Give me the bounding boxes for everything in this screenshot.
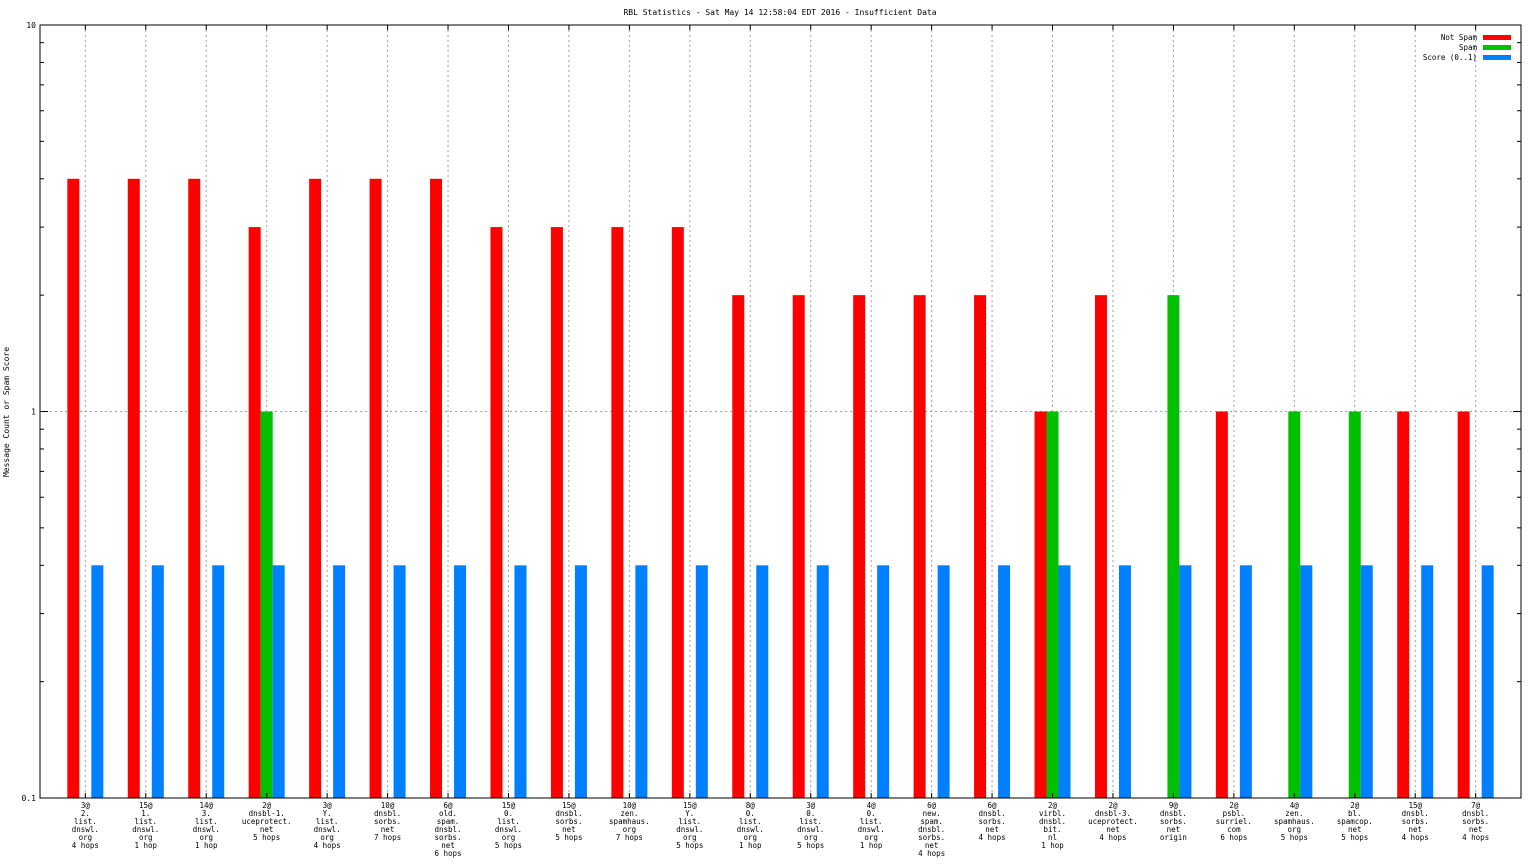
x-tick-label: 3@ 2. list. dnswl. org 4 hops (72, 801, 99, 850)
bar (260, 411, 273, 798)
chart-title: RBL Statistics - Sat May 14 12:58:04 EDT… (623, 8, 936, 17)
legend-label: Score (0..1) (1423, 53, 1477, 62)
y-tick-label: 10 (26, 21, 36, 30)
bar (574, 565, 587, 798)
bar (792, 295, 805, 798)
bar (756, 565, 769, 798)
bar (816, 565, 829, 798)
x-tick-label: 2@ dnsbl-1. uceprotect. net 5 hops (242, 801, 292, 842)
bar (853, 295, 866, 798)
x-tick-label: 3@ 0. list. dnswl. org 5 hops (797, 801, 824, 850)
x-tick-label: 14@ 3. list. dnswl. org 1 hop (193, 801, 220, 850)
bar (550, 227, 563, 798)
y-tick-label: 1 (31, 408, 36, 417)
bar (91, 565, 104, 798)
bar (974, 295, 987, 798)
x-tick-label: 10@ dnsbl. sorbs. net 7 hops (374, 801, 401, 842)
legend-label: Not Spam (1441, 33, 1478, 42)
x-tick-label: 8@ 0. list. dnswl. org 1 hop (737, 801, 764, 850)
x-tick-label: 6@ old. spam. dnsbl. sorbs. net 6 hops (434, 801, 461, 858)
bar (1215, 411, 1228, 798)
bar (635, 565, 648, 798)
bar (1360, 565, 1373, 798)
bar (1118, 565, 1131, 798)
bar (333, 565, 346, 798)
bar (490, 227, 503, 798)
bar (212, 565, 225, 798)
bar (1300, 565, 1313, 798)
bar (937, 565, 950, 798)
axis-ticks: 0.1 1 10 (22, 21, 1521, 803)
x-tick-labels: 3@ 2. list. dnswl. org 4 hops 15@ 1. list. dnswl.… (72, 801, 1489, 858)
bar (1046, 411, 1059, 798)
bar (248, 227, 261, 798)
bar (1481, 565, 1494, 798)
bar (369, 178, 382, 798)
bar (1034, 411, 1047, 798)
bar (272, 565, 285, 798)
bar (1348, 411, 1361, 798)
bar (913, 295, 926, 798)
legend-swatch (1483, 55, 1511, 60)
x-tick-label: 15@ Y. list. dnswl. org 5 hops (676, 801, 703, 850)
bar (671, 227, 684, 798)
bar (1094, 295, 1107, 798)
bar (1058, 565, 1071, 798)
x-tick-label: 4@ zen. spamhaus. org 5 hops (1274, 801, 1315, 842)
bar (1457, 411, 1470, 798)
bar (67, 178, 80, 798)
bar (611, 227, 624, 798)
bar (1167, 295, 1180, 798)
x-tick-label: 10@ zen. spamhaus. org 7 hops (609, 801, 650, 842)
x-tick-label: 2@ dnsbl-3. uceprotect. net 4 hops (1088, 801, 1138, 842)
legend-swatch (1483, 45, 1511, 50)
x-tick-label: 2@ virbl. dnsbl. bit. nl 1 hop (1039, 801, 1066, 850)
x-tick-label: 15@ 0. list. dnswl. org 5 hops (495, 801, 522, 850)
bar (1397, 411, 1410, 798)
x-tick-label: 2@ psbl. surriel. com 6 hops (1216, 801, 1252, 842)
bar (877, 565, 890, 798)
x-tick-label: 15@ dnsbl. sorbs. net 5 hops (555, 801, 582, 842)
bar (1179, 565, 1192, 798)
bar (151, 565, 164, 798)
x-tick-label: 2@ bl. spamcop. net 5 hops (1337, 801, 1373, 842)
bar (1288, 411, 1301, 798)
bar (454, 565, 467, 798)
bar (309, 178, 322, 798)
legend-label: Spam (1459, 43, 1478, 52)
bar (514, 565, 527, 798)
bar (393, 565, 406, 798)
bar (998, 565, 1011, 798)
x-tick-label: 15@ dnsbl. sorbs. net 4 hops (1402, 801, 1429, 842)
legend-swatch (1483, 35, 1511, 40)
bar (1239, 565, 1252, 798)
x-tick-label: 3@ Y. list. dnswl. org 4 hops (314, 801, 341, 850)
x-tick-label: 7@ dnsbl. sorbs. net 4 hops (1462, 801, 1489, 842)
bar-marks (67, 178, 1494, 798)
x-tick-label: 6@ dnsbl. sorbs. net 4 hops (979, 801, 1006, 842)
bar (695, 565, 708, 798)
x-tick-label: 9@ dnsbl. sorbs. net origin (1160, 801, 1187, 842)
y-axis-label: Message Count or Spam Score (2, 347, 11, 477)
bar (127, 178, 140, 798)
bar (188, 178, 201, 798)
bar (1421, 565, 1434, 798)
x-tick-label: 6@ new. spam. dnsbl. sorbs. net 4 hops (918, 801, 945, 858)
bar (430, 178, 443, 798)
x-tick-label: 4@ 0. list. dnswl. org 1 hop (858, 801, 885, 850)
bar (732, 295, 745, 798)
x-tick-label: 15@ 1. list. dnswl. org 1 hop (132, 801, 159, 850)
y-tick-label: 0.1 (22, 794, 37, 803)
